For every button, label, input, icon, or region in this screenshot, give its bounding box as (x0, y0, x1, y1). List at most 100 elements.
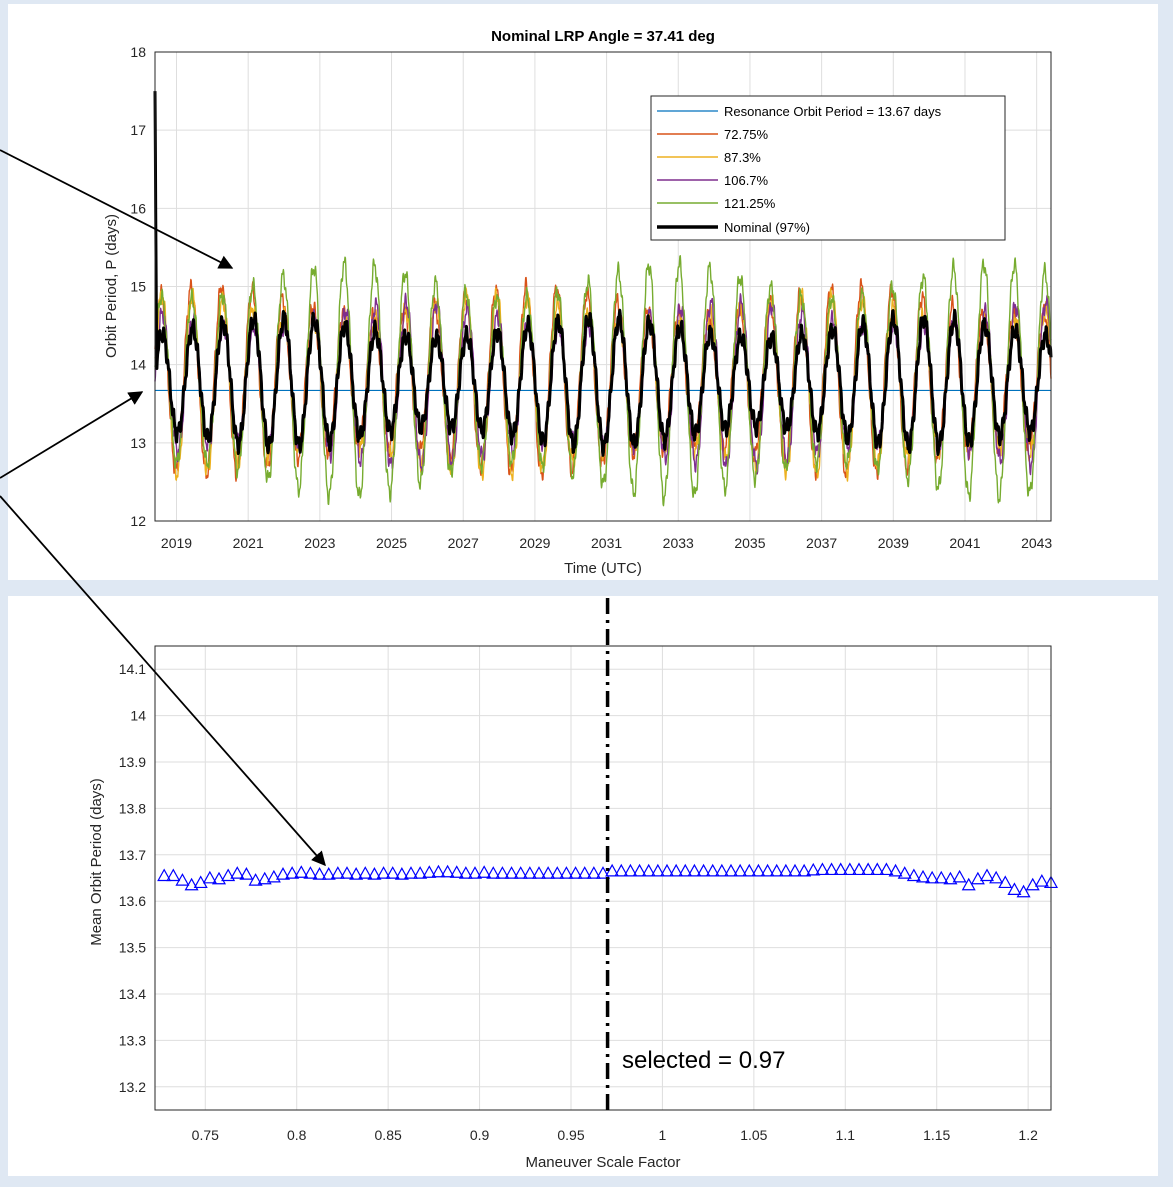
top-x-tick-label: 2039 (878, 535, 909, 551)
bottom-y-tick-label: 13.2 (119, 1079, 146, 1095)
mean-period-marker (595, 866, 611, 879)
mean-period-marker (897, 866, 912, 879)
mean-period-marker (669, 863, 684, 877)
mean-period-marker (211, 871, 227, 885)
mean-period-marker (349, 867, 364, 880)
mean-period-marker (477, 865, 492, 878)
mean-period-marker (687, 863, 702, 877)
top-legend: Resonance Orbit Period = 13.67 days 72.7… (650, 95, 1006, 241)
mean-period-marker (385, 866, 400, 879)
mean-period-marker (513, 866, 528, 879)
mean-period-marker (851, 862, 867, 876)
mean-period-marker (888, 863, 903, 877)
legend-label-72: 72.75% (724, 127, 769, 142)
mean-period-marker (979, 868, 995, 882)
mean-period-marker (806, 862, 821, 876)
mean-period-marker (339, 866, 355, 879)
bottom-x-tick-label: 1.2 (1018, 1127, 1038, 1143)
mean-period-marker (394, 867, 409, 880)
mean-period-marker (458, 866, 473, 879)
mean-period-marker (239, 867, 254, 880)
top-y-tick-label: 14 (130, 357, 146, 373)
bottom-axes-box (154, 645, 1052, 1111)
mean-period-marker (294, 865, 309, 878)
top-y-tick-label: 17 (130, 122, 146, 138)
mean-period-marker (842, 862, 857, 876)
bottom-x-tick-label: 0.9 (470, 1127, 490, 1143)
mean-period-marker (541, 866, 556, 879)
bottom-y-tick-label: 13.4 (119, 986, 146, 1002)
top-x-tick-label: 2041 (949, 535, 980, 551)
top-y-tick-label: 15 (130, 279, 146, 295)
bottom-y-tick-label: 14 (130, 708, 146, 724)
top-y-tick-label: 16 (130, 200, 146, 216)
mean-period-marker (970, 871, 985, 885)
arrow-to-mean-markers (0, 495, 326, 867)
mean-period-marker (760, 863, 775, 877)
top-y-tick-label: 12 (130, 513, 146, 529)
top-y-axis-label: Orbit Period, P (days) (103, 214, 120, 358)
mean-period-marker (1007, 882, 1022, 895)
mean-period-marker (157, 868, 172, 882)
bottom-x-tick-label: 0.95 (557, 1127, 584, 1143)
mean-period-marker (861, 862, 876, 876)
top-series-group (153, 91, 1053, 507)
legend-box (650, 95, 1006, 241)
bottom-x-tick-label: 0.75 (192, 1127, 219, 1143)
mean-period-marker (449, 865, 464, 878)
mean-period-marker (467, 866, 483, 879)
mean-period-marker (358, 866, 373, 879)
mean-period-marker (422, 865, 437, 878)
mean-period-marker (623, 863, 638, 877)
mean-period-marker (166, 868, 181, 882)
top-x-tick-label: 2021 (233, 535, 264, 551)
legend-label-87: 87.3% (724, 150, 761, 165)
mean-period-marker (723, 863, 739, 877)
top-axes-box (154, 51, 1052, 522)
mean-period-marker (998, 875, 1013, 889)
bottom-y-tick-label: 13.7 (119, 847, 146, 863)
mean-period-marker (678, 863, 693, 877)
mean-period-marker (376, 866, 391, 879)
mean-period-marker (879, 862, 894, 876)
mean-period-marker (742, 863, 757, 877)
legend-label-resonance: Resonance Orbit Period = 13.67 days (724, 104, 942, 119)
bottom-y-tick-label: 14.1 (119, 661, 146, 677)
top-chart-title: Nominal LRP Angle = 37.41 deg (491, 28, 715, 45)
mean-period-marker (714, 863, 729, 877)
mean-period-marker (952, 869, 967, 883)
selected-annotation: selected = 0.97 (622, 1047, 785, 1074)
bottom-y-tick-label: 13.8 (119, 800, 146, 816)
mean-period-marker (266, 869, 281, 883)
mean-period-marker (522, 866, 537, 879)
mean-period-marker (175, 873, 190, 886)
mean-period-marker (751, 863, 766, 877)
mean-period-marker (275, 867, 291, 880)
mean-period-marker (641, 863, 656, 877)
mean-period-marker (248, 873, 263, 886)
mean-period-marker (925, 870, 940, 884)
bottom-y-axis-label: Mean Orbit Period (days) (88, 778, 105, 946)
mean-period-marker (906, 868, 921, 882)
top-x-tick-label: 2043 (1021, 535, 1052, 551)
top-y-tick-label: 13 (130, 435, 146, 451)
bottom-y-tick-label: 13.5 (119, 940, 146, 956)
mean-period-marker (934, 870, 949, 884)
mean-period-marker (257, 871, 272, 885)
top-x-tick-label: 2035 (734, 535, 765, 551)
bottom-x-tick-label: 0.85 (375, 1127, 402, 1143)
mean-period-marker (632, 863, 647, 877)
mean-period-marker (824, 862, 839, 876)
legend-label-121: 121.25% (724, 196, 776, 211)
mean-period-marker (495, 866, 510, 879)
bottom-x-tick-label: 1.15 (923, 1127, 950, 1143)
mean-period-marker (696, 863, 711, 877)
mean-period-marker (705, 863, 720, 877)
mean-period-marker (815, 862, 830, 876)
legend-label-nominal: Nominal (97%) (724, 220, 810, 235)
mean-period-marker (403, 866, 419, 879)
mean-period-marker (650, 863, 665, 877)
bottom-x-tick-label: 1 (659, 1127, 667, 1143)
top-x-tick-label: 2029 (519, 535, 550, 551)
